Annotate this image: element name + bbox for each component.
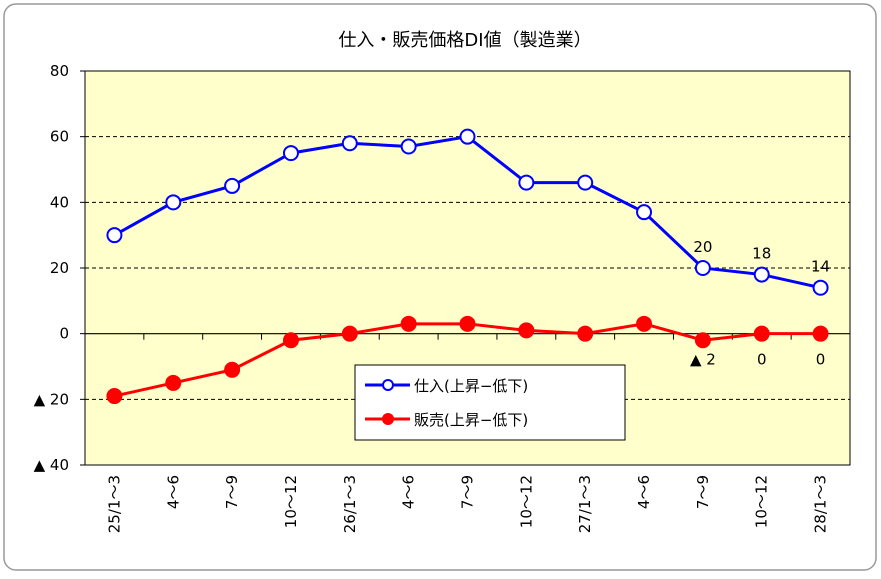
y-tick-label: ▲ 40: [34, 456, 69, 474]
data-label: 18: [752, 245, 771, 263]
data-point: [694, 332, 711, 349]
x-tick-label: 4～6: [400, 475, 418, 509]
data-label: 0: [816, 351, 826, 369]
x-tick-label: 4～6: [164, 475, 182, 509]
data-point: [106, 388, 123, 405]
data-point: [165, 194, 182, 211]
data-point: [224, 177, 241, 194]
data-point: [400, 138, 417, 155]
data-point: [165, 374, 182, 391]
data-point: [753, 325, 770, 342]
legend-box: [354, 364, 626, 441]
x-tick-label: 10～12: [282, 475, 300, 528]
data-point: [577, 174, 594, 191]
data-point: [518, 322, 535, 339]
chart-title: 仕入・販売価格DI値（製造業）: [338, 30, 591, 51]
data-point: [459, 315, 476, 332]
data-label: ▲ 2: [690, 351, 716, 369]
x-tick-label: 28/1～3: [812, 475, 830, 533]
x-tick-label: 4～6: [635, 475, 653, 509]
x-tick-label: 27/1～3: [576, 475, 594, 533]
x-tick-label: 26/1～3: [341, 475, 359, 533]
data-point: [812, 279, 829, 296]
data-point: [694, 260, 711, 276]
y-tick-label: 80: [50, 62, 69, 80]
data-point: [282, 332, 299, 349]
data-point: [636, 315, 653, 332]
data-point: [518, 174, 535, 191]
data-point: [282, 145, 299, 162]
data-point: [753, 266, 770, 283]
y-tick-label: 20: [50, 259, 69, 277]
legend-label: 仕入(上昇−低下): [414, 377, 528, 395]
legend: 仕入(上昇−低下) 販売(上昇−低下): [354, 364, 626, 441]
data-point: [341, 325, 358, 342]
data-point: [636, 204, 653, 221]
x-tick-label: 25/1～3: [105, 475, 123, 533]
legend-marker: [382, 413, 394, 425]
data-label: 20: [693, 238, 712, 256]
x-tick-label: 7～9: [459, 475, 477, 509]
legend-label: 販売(上昇−低下): [414, 411, 528, 429]
data-point: [812, 325, 829, 342]
x-tick-label: 7～9: [694, 475, 712, 509]
y-tick-label: 0: [59, 325, 69, 343]
data-label: 0: [757, 351, 767, 369]
data-point: [577, 325, 594, 342]
y-tick-label: ▲ 20: [34, 390, 69, 408]
y-tick-label: 60: [50, 128, 69, 146]
y-tick-label: 40: [50, 193, 69, 211]
data-point: [341, 135, 358, 152]
x-tick-label: 10～12: [753, 475, 771, 528]
data-point: [459, 128, 476, 145]
legend-marker: [382, 379, 394, 391]
data-point: [224, 361, 241, 378]
data-point: [106, 227, 123, 244]
data-point: [400, 315, 417, 332]
data-label: 14: [811, 258, 830, 276]
x-tick-label: 7～9: [223, 475, 241, 509]
x-tick-label: 10～12: [517, 475, 535, 528]
